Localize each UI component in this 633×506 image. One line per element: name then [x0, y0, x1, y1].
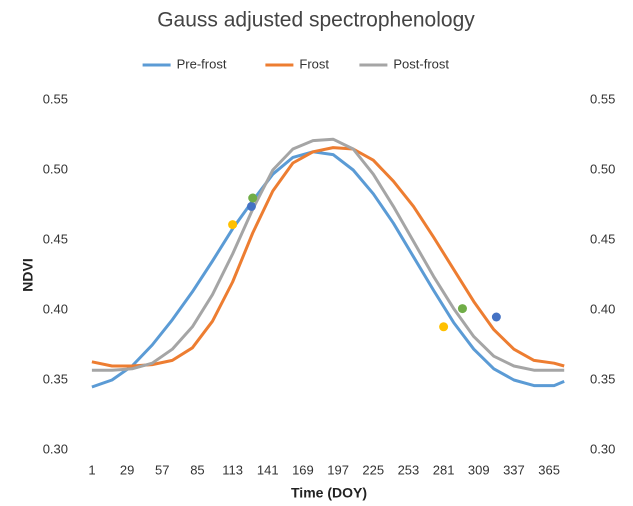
- y2-tick-label: 0.40: [590, 301, 615, 316]
- y2-tick-label: 0.35: [590, 371, 615, 386]
- marker-point: [457, 304, 467, 314]
- y2-tick-label: 0.45: [590, 231, 615, 246]
- x-tick-label: 281: [433, 462, 455, 477]
- marker-point: [439, 322, 449, 332]
- x-tick-label: 225: [362, 462, 384, 477]
- x-tick-label: 57: [155, 462, 169, 477]
- x-tick-label: 29: [120, 462, 134, 477]
- y-tick-label: 0.35: [43, 371, 68, 386]
- y2-tick-label: 0.30: [590, 441, 615, 456]
- x-tick-label: 253: [398, 462, 420, 477]
- x-tick-label: 337: [503, 462, 525, 477]
- legend-label: Pre-frost: [177, 56, 227, 71]
- x-tick-label: 1: [88, 462, 95, 477]
- y2-tick-label: 0.50: [590, 161, 615, 176]
- marker-point: [228, 220, 238, 230]
- legend-label: Post-frost: [393, 56, 449, 71]
- x-tick-label: 169: [292, 462, 314, 477]
- y-tick-label: 0.45: [43, 231, 68, 246]
- series-line: [91, 146, 565, 368]
- x-tick-label: 85: [190, 462, 204, 477]
- series-line: [91, 137, 565, 372]
- y-tick-label: 0.55: [43, 91, 68, 106]
- marker-point: [248, 193, 258, 203]
- x-axis-title: Time (DOY): [291, 485, 367, 501]
- x-tick-label: 197: [327, 462, 349, 477]
- y-axis-title: NDVI: [20, 258, 36, 291]
- y-tick-label: 0.40: [43, 301, 68, 316]
- x-tick-label: 141: [257, 462, 279, 477]
- marker-point: [491, 312, 501, 322]
- x-tick-label: 365: [538, 462, 560, 477]
- y2-tick-label: 0.55: [590, 91, 615, 106]
- y-tick-label: 0.30: [43, 441, 68, 456]
- x-tick-label: 113: [222, 462, 243, 477]
- x-tick-label: 309: [468, 462, 490, 477]
- marker-point: [246, 201, 256, 211]
- chart-title: Gauss adjusted spectrophenology: [157, 9, 475, 32]
- series-line: [91, 150, 565, 389]
- legend-label: Frost: [299, 56, 329, 71]
- y-tick-label: 0.50: [43, 161, 68, 176]
